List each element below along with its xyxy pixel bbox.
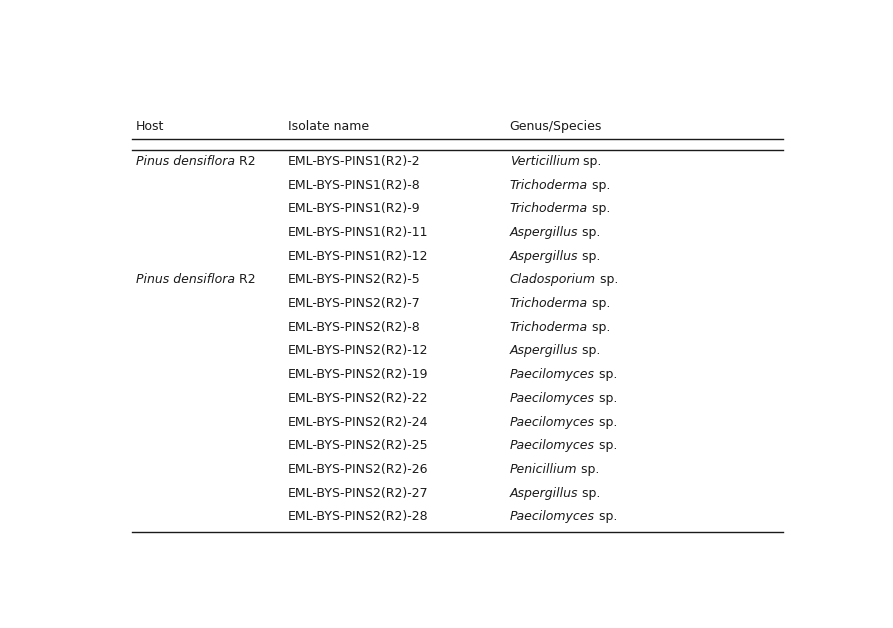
Text: sp.: sp. (596, 273, 618, 286)
Text: Aspergillus: Aspergillus (510, 345, 578, 357)
Text: sp.: sp. (588, 202, 610, 215)
Text: Paecilomyces: Paecilomyces (510, 416, 595, 428)
Text: EML-BYS-PINS2(R2)-27: EML-BYS-PINS2(R2)-27 (288, 487, 429, 500)
Text: sp.: sp. (595, 511, 617, 523)
Text: sp.: sp. (578, 226, 600, 239)
Text: EML-BYS-PINS2(R2)-7: EML-BYS-PINS2(R2)-7 (288, 297, 421, 310)
Text: EML-BYS-PINS2(R2)-19: EML-BYS-PINS2(R2)-19 (288, 368, 429, 381)
Text: sp.: sp. (578, 250, 600, 263)
Text: Trichoderma: Trichoderma (510, 321, 588, 334)
Text: EML-BYS-PINS2(R2)-22: EML-BYS-PINS2(R2)-22 (288, 392, 429, 405)
Text: Trichoderma: Trichoderma (510, 202, 588, 215)
Text: sp.: sp. (595, 439, 617, 452)
Text: EML-BYS-PINS1(R2)-9: EML-BYS-PINS1(R2)-9 (288, 202, 421, 215)
Text: Verticillium: Verticillium (510, 155, 580, 168)
Text: EML-BYS-PINS2(R2)-26: EML-BYS-PINS2(R2)-26 (288, 463, 429, 476)
Text: Aspergillus: Aspergillus (510, 226, 578, 239)
Text: Pinus densiflora: Pinus densiflora (136, 155, 235, 168)
Text: Genus/Species: Genus/Species (510, 119, 602, 133)
Text: sp.: sp. (595, 392, 617, 405)
Text: sp.: sp. (577, 463, 599, 476)
Text: Trichoderma: Trichoderma (510, 297, 588, 310)
Text: sp.: sp. (588, 321, 610, 334)
Text: Pinus densiflora: Pinus densiflora (136, 273, 235, 286)
Text: Aspergillus: Aspergillus (510, 487, 578, 500)
Text: sp.: sp. (578, 345, 600, 357)
Text: EML-BYS-PINS2(R2)-28: EML-BYS-PINS2(R2)-28 (288, 511, 429, 523)
Text: sp.: sp. (588, 178, 610, 192)
Text: sp.: sp. (588, 297, 610, 310)
Text: EML-BYS-PINS2(R2)-8: EML-BYS-PINS2(R2)-8 (288, 321, 421, 334)
Text: EML-BYS-PINS1(R2)-8: EML-BYS-PINS1(R2)-8 (288, 178, 421, 192)
Text: EML-BYS-PINS1(R2)-2: EML-BYS-PINS1(R2)-2 (288, 155, 421, 168)
Text: Paecilomyces: Paecilomyces (510, 368, 595, 381)
Text: Paecilomyces: Paecilomyces (510, 392, 595, 405)
Text: Host: Host (136, 119, 164, 133)
Text: EML-BYS-PINS1(R2)-12: EML-BYS-PINS1(R2)-12 (288, 250, 429, 263)
Text: EML-BYS-PINS2(R2)-5: EML-BYS-PINS2(R2)-5 (288, 273, 421, 286)
Text: R2: R2 (235, 273, 255, 286)
Text: sp.: sp. (580, 155, 602, 168)
Text: EML-BYS-PINS1(R2)-11: EML-BYS-PINS1(R2)-11 (288, 226, 429, 239)
Text: R2: R2 (235, 155, 255, 168)
Text: sp.: sp. (595, 416, 617, 428)
Text: Aspergillus: Aspergillus (510, 250, 578, 263)
Text: sp.: sp. (595, 368, 617, 381)
Text: Cladosporium: Cladosporium (510, 273, 596, 286)
Text: Paecilomyces: Paecilomyces (510, 439, 595, 452)
Text: EML-BYS-PINS2(R2)-12: EML-BYS-PINS2(R2)-12 (288, 345, 429, 357)
Text: Trichoderma: Trichoderma (510, 178, 588, 192)
Text: Isolate name: Isolate name (288, 119, 369, 133)
Text: Penicillium: Penicillium (510, 463, 577, 476)
Text: Paecilomyces: Paecilomyces (510, 511, 595, 523)
Text: EML-BYS-PINS2(R2)-25: EML-BYS-PINS2(R2)-25 (288, 439, 429, 452)
Text: EML-BYS-PINS2(R2)-24: EML-BYS-PINS2(R2)-24 (288, 416, 429, 428)
Text: sp.: sp. (578, 487, 600, 500)
